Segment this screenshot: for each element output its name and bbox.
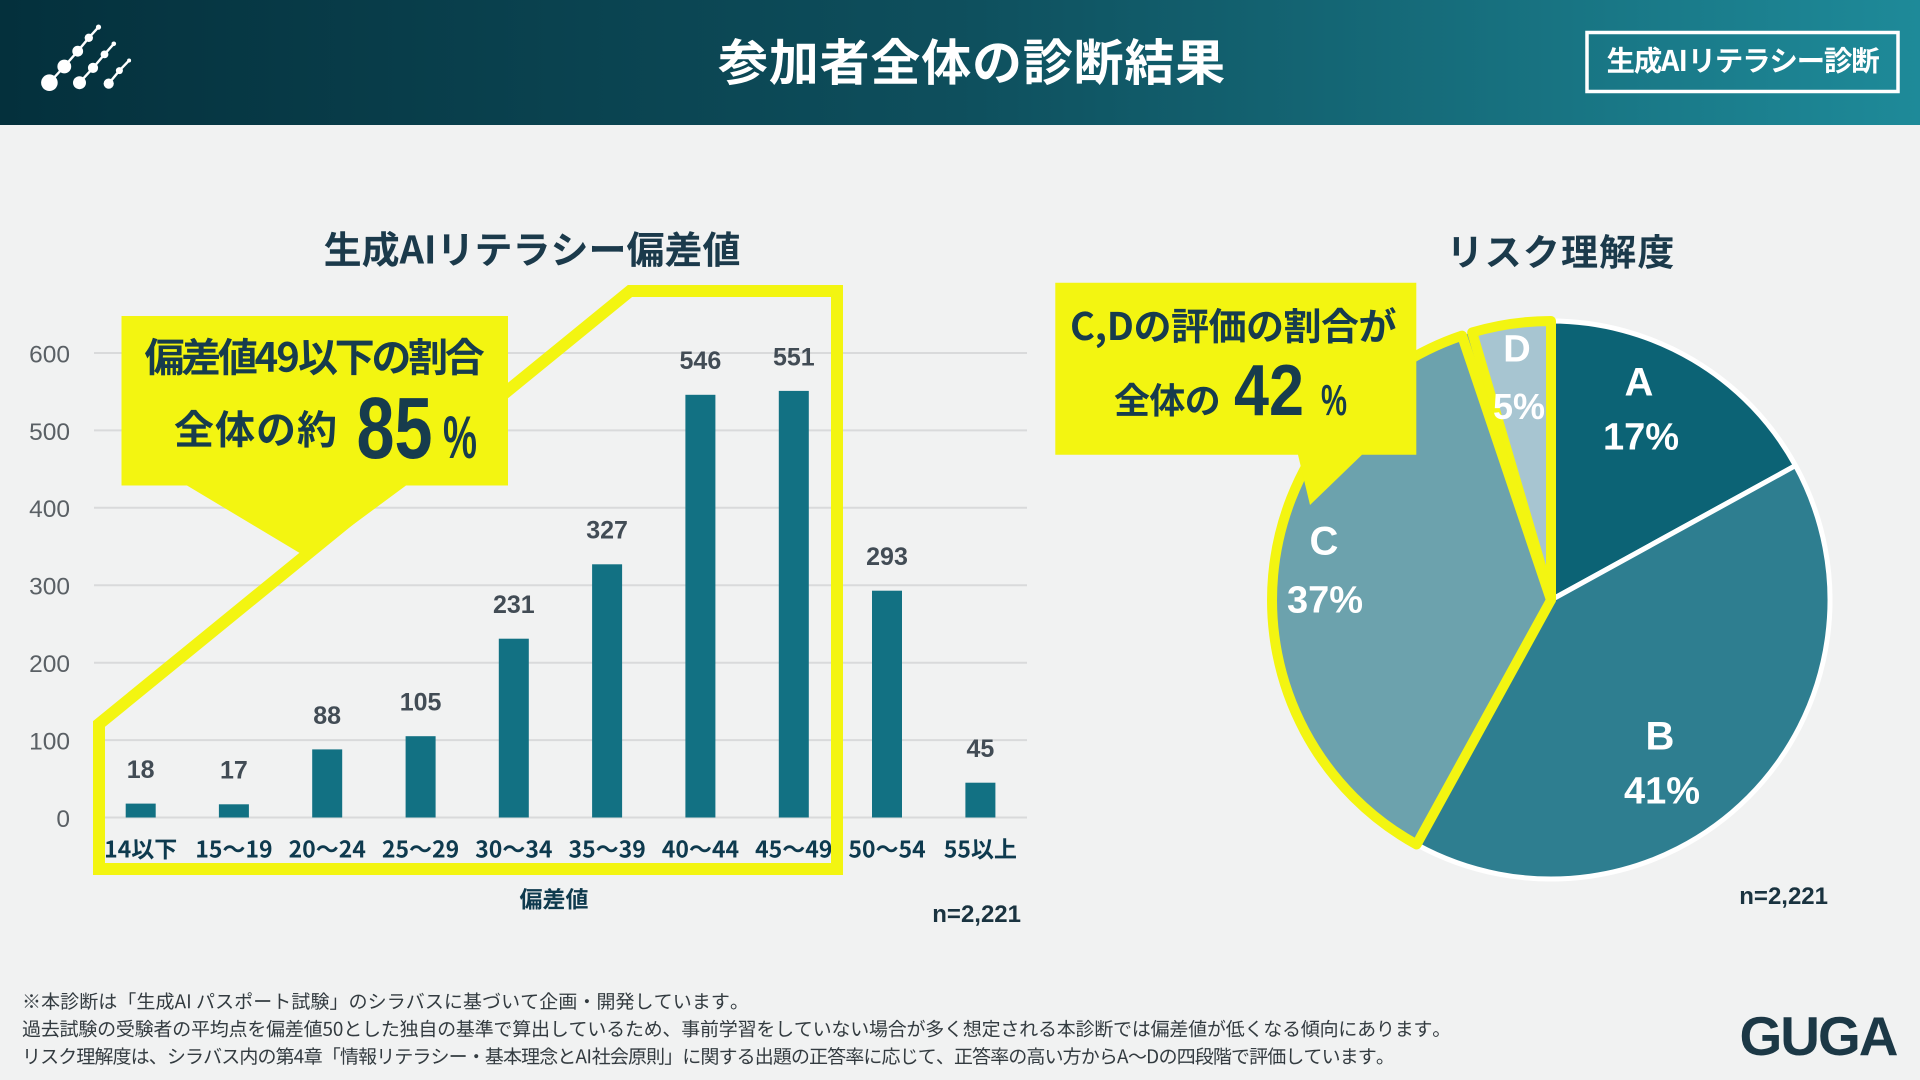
svg-text:0: 0 [56, 806, 70, 833]
svg-text:500: 500 [29, 419, 70, 446]
svg-text:A: A [1625, 360, 1654, 404]
svg-text:D: D [1503, 329, 1530, 371]
svg-text:17%: 17% [1603, 417, 1679, 459]
svg-text:18: 18 [127, 756, 155, 784]
svg-text:200: 200 [29, 651, 70, 678]
svg-text:88: 88 [313, 702, 341, 730]
svg-text:17: 17 [220, 757, 248, 785]
svg-text:105: 105 [400, 689, 442, 717]
svg-text:327: 327 [586, 517, 628, 545]
svg-text:85: 85 [357, 380, 433, 477]
svg-text:400: 400 [29, 496, 70, 523]
svg-text:100: 100 [29, 729, 70, 756]
svg-text:293: 293 [866, 543, 908, 571]
svg-text:5%: 5% [1493, 386, 1545, 427]
svg-text:C: C [1310, 519, 1339, 563]
svg-text:546: 546 [680, 347, 722, 375]
svg-text:B: B [1646, 714, 1675, 758]
svg-text:231: 231 [493, 591, 535, 619]
svg-text:41%: 41% [1624, 771, 1700, 813]
svg-text:551: 551 [773, 343, 815, 371]
svg-text:37%: 37% [1287, 580, 1363, 622]
svg-text:GUGA: GUGA [1740, 1005, 1898, 1067]
svg-text:42: 42 [1234, 351, 1304, 431]
svg-text:600: 600 [29, 341, 70, 368]
svg-text:n=2,221: n=2,221 [1739, 883, 1828, 910]
svg-text:300: 300 [29, 574, 70, 601]
svg-text:n=2,221: n=2,221 [932, 901, 1021, 928]
svg-text:%: % [443, 404, 477, 471]
svg-text:%: % [1321, 376, 1347, 425]
svg-text:45: 45 [966, 735, 994, 763]
